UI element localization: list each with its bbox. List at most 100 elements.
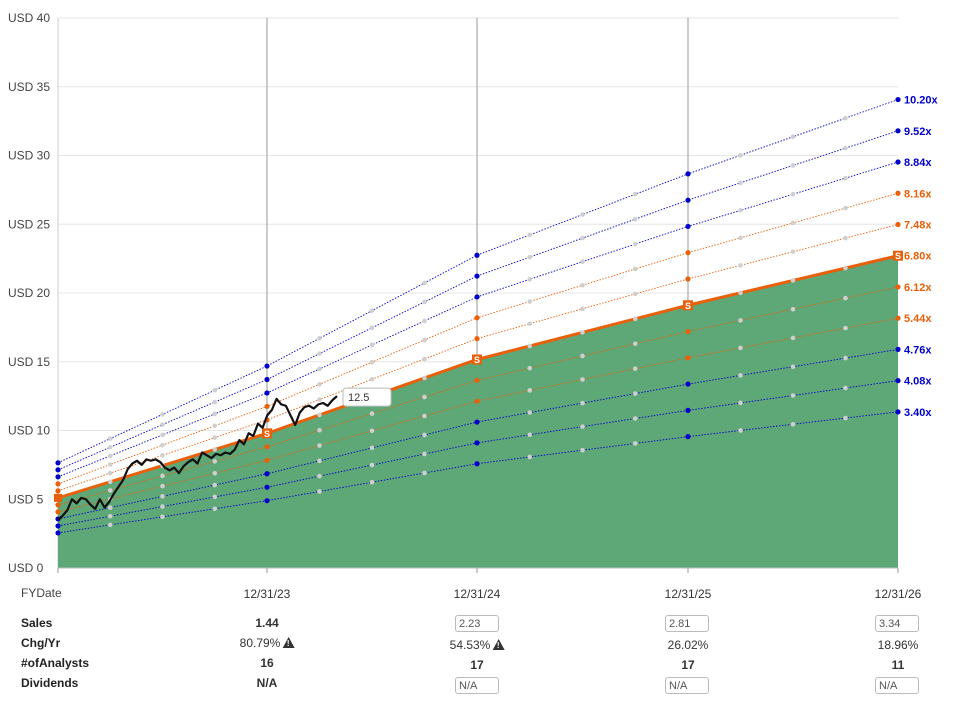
quarter-dot bbox=[212, 494, 218, 500]
row-label-dividends: Dividends bbox=[21, 676, 79, 690]
quarter-dot bbox=[422, 299, 427, 305]
sales-2024-input[interactable]: 2.23 bbox=[455, 615, 499, 632]
quarter-dot bbox=[422, 356, 427, 362]
quarter-dot bbox=[317, 443, 322, 448]
quarter-dot bbox=[527, 232, 533, 238]
dividends-2026-input[interactable]: N/A bbox=[875, 677, 919, 694]
warning-icon bbox=[282, 637, 295, 648]
y-tick-label: USD 40 bbox=[8, 11, 50, 25]
quarter-dot bbox=[580, 377, 585, 382]
year-marker bbox=[264, 376, 270, 383]
year-marker bbox=[895, 128, 901, 134]
quarter-dot bbox=[369, 428, 375, 434]
quarter-dot bbox=[580, 282, 585, 288]
year-marker bbox=[474, 294, 480, 300]
y-tick-label: USD 15 bbox=[8, 355, 50, 369]
multiple-label: 4.76x bbox=[904, 344, 932, 356]
quarter-dot bbox=[422, 337, 427, 343]
quarter-dot bbox=[212, 506, 218, 512]
quarter-dot bbox=[107, 444, 113, 450]
quarter-dot bbox=[160, 412, 165, 417]
quarter-dot bbox=[843, 295, 848, 301]
quarter-dot bbox=[790, 249, 796, 255]
quarter-dot bbox=[527, 454, 533, 460]
quarter-dot bbox=[738, 180, 743, 186]
quarter-dot bbox=[212, 435, 218, 440]
quarter-dot bbox=[632, 241, 638, 247]
year-marker bbox=[685, 171, 691, 177]
quarter-dot bbox=[317, 381, 322, 387]
multiple-label: 8.84x bbox=[904, 157, 932, 169]
quarter-dot bbox=[422, 451, 427, 457]
quarter-dot bbox=[580, 306, 585, 312]
valuation-area bbox=[58, 255, 898, 568]
year-marker bbox=[895, 96, 901, 103]
quarter-dot bbox=[632, 341, 638, 347]
year-marker bbox=[474, 377, 480, 383]
year-marker bbox=[474, 273, 480, 279]
y-tick-label: USD 10 bbox=[8, 424, 50, 438]
year-marker bbox=[264, 390, 270, 396]
quarter-dot bbox=[212, 399, 218, 405]
quarter-dot bbox=[790, 191, 796, 197]
quarter-dot bbox=[212, 423, 218, 429]
year-marker bbox=[264, 498, 270, 504]
quarter-dot bbox=[369, 462, 375, 468]
quarter-dot bbox=[160, 422, 165, 427]
year-marker bbox=[895, 409, 901, 415]
quarter-dot bbox=[527, 299, 533, 304]
quarter-dot bbox=[843, 415, 848, 421]
multiple-label: 6.80x bbox=[904, 251, 932, 263]
quarter-dot bbox=[527, 277, 533, 282]
main-marker-label: S bbox=[685, 301, 691, 311]
year-marker bbox=[55, 474, 61, 480]
quarter-dot bbox=[369, 308, 375, 313]
analysts-2023: 16 bbox=[260, 656, 274, 670]
quarter-dot bbox=[738, 318, 743, 323]
sales-2026-input[interactable]: 3.34 bbox=[875, 615, 919, 632]
year-marker bbox=[685, 355, 691, 361]
quarter-dot bbox=[107, 470, 113, 476]
quarter-dot bbox=[107, 479, 113, 485]
quarter-dot bbox=[790, 163, 796, 168]
analysts-2025: 17 bbox=[681, 658, 695, 672]
x-tick-label: 12/31/23 bbox=[244, 587, 291, 600]
sales-2025-input[interactable]: 2.81 bbox=[665, 615, 709, 632]
y-tick-label: USD 5 bbox=[8, 492, 44, 506]
year-marker bbox=[474, 252, 480, 258]
year-marker bbox=[55, 523, 61, 529]
quarter-dot bbox=[369, 342, 375, 348]
quarter-dot bbox=[317, 489, 322, 494]
quarter-dot bbox=[527, 365, 533, 371]
quarter-dot bbox=[580, 424, 585, 429]
quarter-dot bbox=[317, 412, 322, 418]
row-label-sales: Sales bbox=[21, 616, 53, 630]
quarter-dot bbox=[212, 387, 218, 393]
warning-icon bbox=[492, 639, 505, 650]
dividends-2025-input[interactable]: N/A bbox=[665, 677, 709, 694]
quarter-dot bbox=[580, 235, 585, 241]
quarter-dot bbox=[160, 483, 165, 489]
quarter-dot bbox=[580, 259, 585, 264]
multiple-label: 5.44x bbox=[904, 313, 932, 325]
quarter-dot bbox=[632, 191, 638, 197]
year-marker bbox=[55, 502, 61, 508]
year-marker bbox=[685, 223, 691, 230]
quarter-dot bbox=[580, 400, 585, 406]
valuation-chart: USD 0 USD 5 USD 10 USD 15 USD 20 USD 25 USD 30… bbox=[8, 11, 939, 600]
year-marker bbox=[264, 363, 270, 369]
dividends-2024-input[interactable]: N/A bbox=[455, 677, 499, 694]
quarter-dot bbox=[212, 447, 218, 452]
quarter-dot bbox=[422, 432, 427, 438]
quarter-dot bbox=[160, 432, 165, 438]
year-marker bbox=[474, 398, 480, 404]
multiple-label: 3.40x bbox=[904, 407, 932, 419]
quarter-dot bbox=[738, 290, 743, 296]
quarter-dot bbox=[632, 441, 638, 446]
quarter-dot bbox=[580, 353, 585, 359]
multiple-line bbox=[57, 224, 899, 492]
multiple-line bbox=[57, 286, 899, 506]
chg-2024: 54.53% bbox=[450, 638, 505, 652]
quarter-dot bbox=[632, 416, 638, 421]
dividends-2023: N/A bbox=[256, 676, 278, 690]
